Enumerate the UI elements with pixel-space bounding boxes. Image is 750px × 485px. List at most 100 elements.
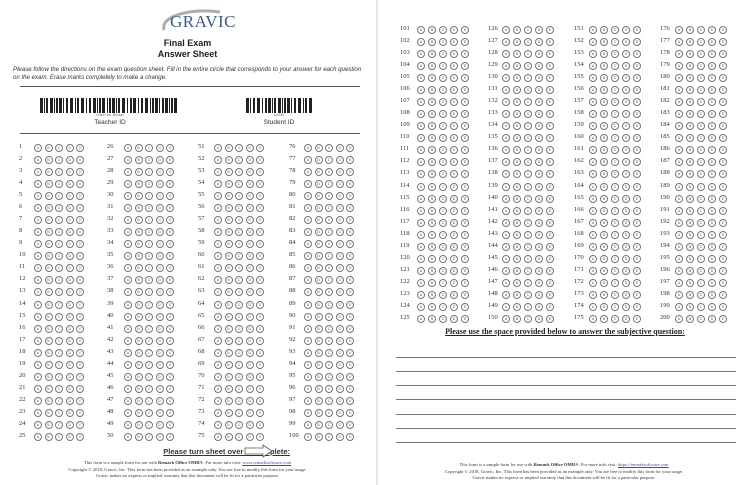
answer-bubble-e[interactable]: E (461, 134, 469, 143)
answer-bubble-d[interactable]: D (155, 144, 164, 152)
answer-bubble-a[interactable]: A (214, 156, 222, 165)
answer-bubble-c[interactable]: C (524, 110, 532, 119)
answer-bubble-b[interactable]: B (686, 230, 694, 239)
answer-bubble-d[interactable]: D (535, 122, 543, 131)
answer-bubble-e[interactable]: E (346, 396, 355, 405)
answer-bubble-c[interactable]: C (55, 216, 64, 225)
answer-bubble-a[interactable]: A (502, 110, 510, 119)
answer-bubble-a[interactable]: A (34, 348, 42, 357)
answer-bubble-a[interactable]: A (417, 110, 425, 119)
answer-bubble-c[interactable]: C (55, 324, 64, 333)
answer-bubble-a[interactable]: A (417, 170, 425, 179)
answer-bubble-a[interactable]: A (34, 180, 42, 189)
answer-bubble-a[interactable]: A (675, 86, 683, 95)
answer-bubble-d[interactable]: D (335, 312, 344, 321)
answer-bubble-a[interactable]: A (124, 396, 132, 405)
answer-bubble-b[interactable]: B (686, 158, 694, 167)
answer-bubble-c[interactable]: C (325, 360, 334, 369)
answer-bubble-c[interactable]: C (55, 408, 64, 417)
answer-bubble-a[interactable]: A (124, 264, 132, 273)
answer-bubble-a[interactable]: A (124, 276, 132, 285)
answer-bubble-a[interactable]: A (304, 276, 312, 285)
answer-bubble-c[interactable]: C (145, 396, 154, 405)
answer-bubble-e[interactable]: E (461, 290, 469, 299)
answer-bubble-d[interactable]: D (65, 408, 74, 417)
answer-bubble-e[interactable]: E (719, 194, 727, 203)
answer-bubble-c[interactable]: C (235, 408, 244, 417)
answer-bubble-c[interactable]: C (55, 264, 64, 273)
answer-bubble-a[interactable]: A (124, 300, 132, 309)
answer-bubble-a[interactable]: A (675, 134, 683, 143)
answer-bubble-d[interactable]: D (622, 38, 630, 47)
answer-bubble-a[interactable]: A (502, 134, 510, 143)
answer-bubble-a[interactable]: A (124, 324, 132, 333)
answer-bubble-e[interactable]: E (166, 300, 175, 309)
answer-bubble-d[interactable]: D (535, 170, 543, 179)
answer-bubble-e[interactable]: E (346, 324, 355, 333)
answer-bubble-c[interactable]: C (55, 360, 64, 369)
answer-bubble-b[interactable]: B (224, 168, 233, 177)
answer-bubble-e[interactable]: E (76, 384, 85, 393)
answer-bubble-b[interactable]: B (314, 432, 323, 441)
answer-bubble-d[interactable]: D (535, 218, 543, 227)
answer-bubble-a[interactable]: A (124, 348, 132, 357)
answer-bubble-e[interactable]: E (633, 194, 641, 203)
answer-bubble-d[interactable]: D (708, 50, 716, 59)
answer-bubble-d[interactable]: D (450, 26, 458, 34)
answer-bubble-a[interactable]: A (675, 62, 683, 71)
answer-bubble-d[interactable]: D (65, 384, 74, 393)
answer-bubble-d[interactable]: D (450, 194, 458, 203)
answer-bubble-d[interactable]: D (708, 98, 716, 107)
answer-bubble-d[interactable]: D (245, 324, 254, 333)
answer-bubble-e[interactable]: E (461, 278, 469, 287)
answer-bubble-a[interactable]: A (675, 278, 683, 287)
answer-bubble-b[interactable]: B (600, 74, 608, 83)
answer-bubble-d[interactable]: D (65, 180, 74, 189)
answer-bubble-e[interactable]: E (719, 62, 727, 71)
answer-bubble-a[interactable]: A (214, 288, 222, 297)
answer-bubble-d[interactable]: D (622, 182, 630, 191)
answer-bubble-a[interactable]: A (502, 74, 510, 83)
answer-bubble-e[interactable]: E (461, 50, 469, 59)
answer-bubble-e[interactable]: E (76, 216, 85, 225)
answer-bubble-b[interactable]: B (686, 278, 694, 287)
answer-bubble-a[interactable]: A (589, 290, 597, 299)
answer-bubble-b[interactable]: B (44, 180, 53, 189)
answer-bubble-a[interactable]: A (675, 218, 683, 227)
answer-bubble-b[interactable]: B (224, 336, 233, 345)
answer-bubble-b[interactable]: B (513, 278, 521, 287)
answer-bubble-d[interactable]: D (535, 206, 543, 215)
answer-bubble-d[interactable]: D (245, 348, 254, 357)
answer-bubble-d[interactable]: D (335, 360, 344, 369)
answer-bubble-a[interactable]: A (675, 50, 683, 59)
answer-bubble-d[interactable]: D (450, 86, 458, 95)
answer-bubble-b[interactable]: B (224, 288, 233, 297)
answer-bubble-e[interactable]: E (256, 348, 265, 357)
answer-bubble-c[interactable]: C (439, 170, 447, 179)
answer-bubble-b[interactable]: B (224, 264, 233, 273)
answer-bubble-c[interactable]: C (524, 314, 532, 323)
answer-bubble-a[interactable]: A (214, 192, 222, 201)
answer-bubble-e[interactable]: E (719, 98, 727, 107)
answer-bubble-d[interactable]: D (622, 242, 630, 251)
answer-bubble-c[interactable]: C (55, 168, 64, 177)
answer-bubble-c[interactable]: C (524, 290, 532, 299)
answer-bubble-d[interactable]: D (335, 300, 344, 309)
answer-bubble-e[interactable]: E (461, 62, 469, 71)
answer-bubble-d[interactable]: D (335, 192, 344, 201)
answer-bubble-e[interactable]: E (256, 228, 265, 237)
answer-bubble-a[interactable]: A (502, 218, 510, 227)
answer-bubble-a[interactable]: A (214, 324, 222, 333)
answer-bubble-e[interactable]: E (256, 336, 265, 345)
answer-bubble-b[interactable]: B (224, 360, 233, 369)
answer-bubble-e[interactable]: E (256, 264, 265, 273)
answer-bubble-e[interactable]: E (633, 170, 641, 179)
answer-bubble-d[interactable]: D (335, 228, 344, 237)
answer-bubble-e[interactable]: E (256, 300, 265, 309)
answer-bubble-b[interactable]: B (428, 26, 436, 34)
answer-bubble-c[interactable]: C (697, 122, 705, 131)
answer-bubble-e[interactable]: E (719, 86, 727, 95)
answer-bubble-a[interactable]: A (304, 288, 312, 297)
answer-bubble-b[interactable]: B (428, 86, 436, 95)
answer-bubble-a[interactable]: A (34, 300, 42, 309)
